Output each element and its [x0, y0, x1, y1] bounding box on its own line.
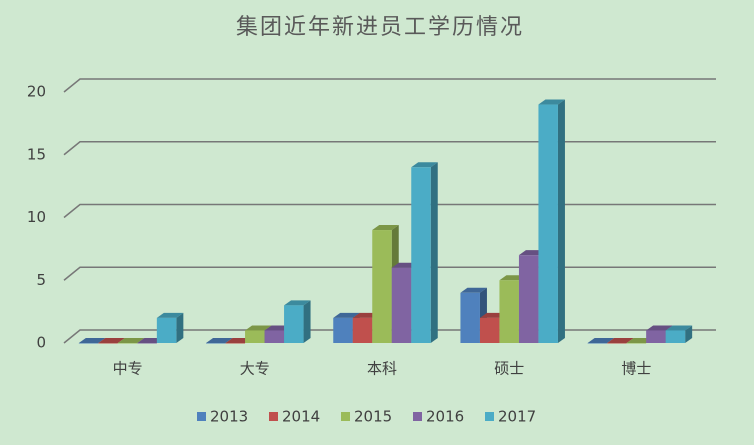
bar-top — [411, 162, 438, 168]
bar — [156, 312, 184, 343]
bar-top — [117, 338, 145, 343]
bar-top — [245, 325, 272, 331]
bar-front — [117, 343, 138, 344]
legend-label: 2013 — [210, 408, 248, 426]
grid-line — [63, 78, 716, 93]
bar-top — [98, 338, 125, 343]
legend-swatch — [485, 412, 494, 421]
y-tick-label: 5 — [36, 271, 46, 289]
bar-top — [646, 325, 673, 331]
bar-front — [626, 343, 647, 344]
bar — [411, 162, 438, 343]
legend-swatch — [413, 412, 422, 421]
bar-top — [587, 338, 615, 343]
bar — [98, 338, 125, 344]
grid-line — [63, 141, 716, 156]
bar-top — [372, 225, 399, 231]
bar-top — [284, 300, 311, 306]
bar-front — [372, 230, 392, 343]
bar-front — [284, 305, 304, 343]
legend-label: 2015 — [354, 408, 392, 426]
bar — [117, 338, 145, 344]
y-tick-label: 20 — [27, 83, 46, 101]
bar-front — [352, 317, 373, 343]
bar-side — [685, 325, 693, 343]
bar-front — [225, 343, 246, 344]
bar — [78, 338, 106, 344]
bar-front — [206, 343, 226, 344]
bar-side — [176, 312, 184, 343]
bar — [284, 300, 311, 343]
bar-side — [303, 300, 311, 343]
bar-front — [411, 167, 431, 343]
x-tick-label: 博士 — [621, 360, 651, 378]
y-tick-label: 10 — [27, 208, 46, 226]
legend-label: 2016 — [426, 408, 464, 426]
bar-top — [538, 99, 565, 105]
y-tick-label: 15 — [27, 145, 46, 163]
legend-label: 2017 — [498, 408, 536, 426]
bar-front — [479, 317, 500, 343]
grid-line — [63, 203, 716, 219]
bar-front — [460, 292, 480, 343]
bar-side — [557, 99, 565, 343]
bar-top — [607, 338, 634, 343]
bar-front — [518, 255, 539, 343]
bar-front — [499, 280, 519, 343]
chart-title: 集团近年新进员工学历情况 — [236, 15, 524, 40]
bar — [206, 338, 233, 344]
bar-side — [430, 162, 438, 343]
bar-top — [333, 312, 360, 318]
legend-label: 2014 — [282, 408, 320, 426]
y-tick-label: 0 — [36, 334, 46, 352]
x-tick-label: 本科 — [367, 360, 397, 378]
legend-swatch — [269, 412, 278, 421]
bar-front — [245, 330, 265, 343]
grid-line — [63, 266, 716, 281]
x-tick-label: 大专 — [240, 360, 270, 378]
bar-front — [137, 343, 157, 344]
bar-front — [538, 104, 558, 343]
bar-front — [646, 330, 666, 343]
bar-front — [98, 343, 118, 344]
bar-top — [78, 338, 106, 343]
legend-swatch — [341, 412, 350, 421]
bar — [607, 338, 634, 344]
bar-front — [264, 330, 285, 343]
bar-front — [333, 317, 353, 343]
bar-front — [78, 343, 99, 344]
bar — [665, 325, 693, 343]
bar-top — [206, 338, 233, 343]
bar-top — [156, 312, 184, 318]
bar-top — [460, 287, 487, 293]
bar — [538, 99, 565, 343]
bar-front — [665, 330, 686, 343]
bar-top — [665, 325, 693, 331]
legend-swatch — [197, 412, 206, 421]
bar — [587, 338, 615, 344]
x-tick-label: 硕士 — [494, 360, 524, 378]
bar-front — [587, 343, 608, 344]
bar-front — [156, 317, 177, 343]
x-tick-label: 中专 — [113, 360, 143, 378]
bar-front — [607, 343, 627, 344]
bar-front — [391, 267, 412, 343]
